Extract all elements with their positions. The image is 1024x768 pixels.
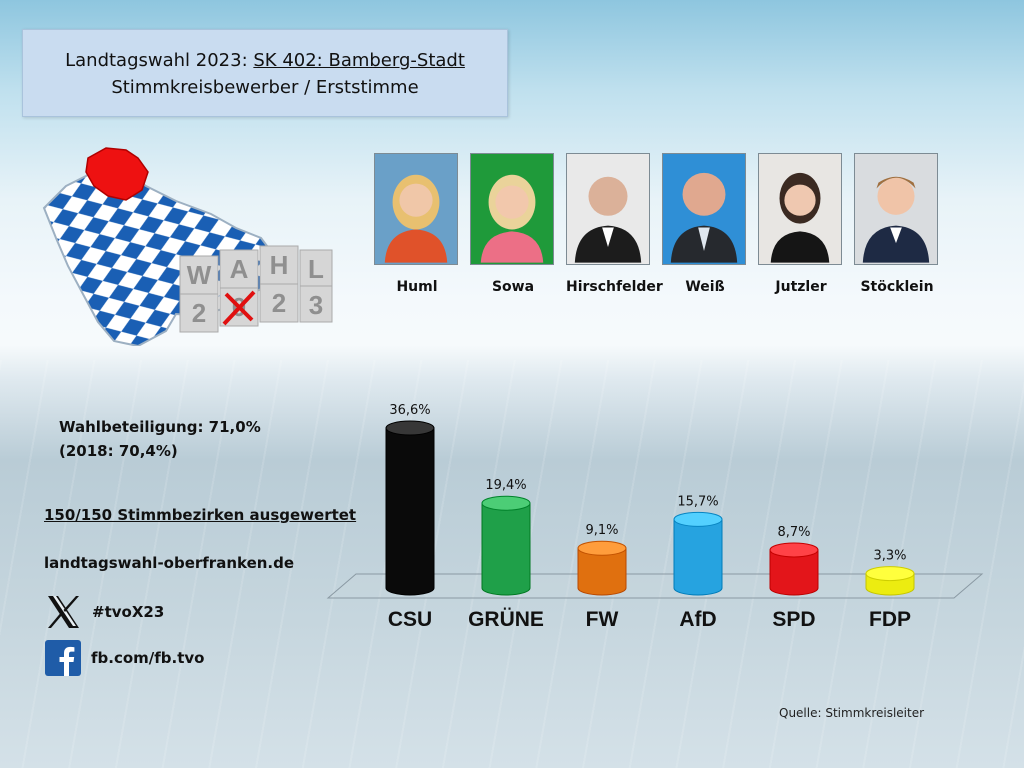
category-label: FW: [586, 608, 619, 631]
hashtag-text: #tvoX23: [92, 603, 165, 621]
svg-text:3: 3: [309, 290, 323, 320]
bar-cap-fdp: [865, 566, 915, 582]
bar-cap-fw: [577, 540, 627, 556]
category-label: GRÜNE: [468, 608, 544, 631]
bar-grüne: [481, 502, 531, 596]
category-label: FDP: [869, 608, 911, 631]
candidate-photo: [470, 153, 554, 265]
title-box: Landtagswahl 2023: SK 402: Bamberg-Stadt…: [22, 29, 508, 117]
candidate-photo: [566, 153, 650, 265]
candidate-photo: [662, 153, 746, 265]
bar-afd: [673, 518, 723, 596]
data-label: 19,4%: [485, 478, 526, 493]
candidate-photo: [854, 153, 938, 265]
svg-text:A: A: [230, 254, 249, 284]
candidate-name: Hirschfelder: [566, 279, 663, 295]
candidate-weiss: Weiß: [662, 153, 748, 295]
bavaria-map-logo: W A H L 2 0 2 3: [26, 146, 336, 348]
facebook-icon: [45, 640, 81, 676]
title-line-2: Stimmkreisbewerber / Erststimme: [111, 77, 419, 98]
data-label: 36,6%: [389, 403, 430, 418]
bar-cap-spd: [769, 542, 819, 558]
bar-cap-grüne: [481, 495, 531, 511]
title-line-1: Landtagswahl 2023: SK 402: Bamberg-Stadt: [23, 47, 507, 74]
bar-spd: [769, 549, 819, 596]
candidate-photo: [758, 153, 842, 265]
website-link[interactable]: landtagswahl-oberfranken.de: [44, 554, 295, 572]
category-label: AfD: [679, 608, 716, 631]
data-label: 3,3%: [873, 549, 906, 564]
facebook-link-text: fb.com/fb.tvo: [91, 649, 205, 667]
category-label: SPD: [772, 608, 815, 631]
candidate-name: Huml: [396, 279, 438, 295]
title-district-link[interactable]: SK 402: Bamberg-Stadt: [253, 50, 465, 71]
bavaria-map-icon: W A H L 2 0 2 3: [42, 147, 333, 348]
data-label: 15,7%: [677, 494, 718, 509]
person-icon: [384, 174, 448, 263]
bar-cap-afd: [673, 511, 723, 527]
person-icon: [670, 172, 738, 263]
bar-csu: [385, 427, 435, 596]
candidate-huml: Huml: [374, 153, 460, 295]
x-social-row[interactable]: #tvoX23: [44, 593, 164, 631]
candidate-sowa: Sowa: [470, 153, 556, 295]
category-label: CSU: [388, 608, 432, 631]
person-icon: [480, 174, 544, 263]
candidate-hirschfelder: Hirschfelder: [566, 153, 663, 295]
turnout-text: Wahlbeteiligung: 71,0%: [59, 418, 261, 436]
candidate-name: Jutzler: [775, 279, 827, 295]
turnout-previous-text: (2018: 70,4%): [59, 442, 178, 460]
svg-text:2: 2: [272, 288, 286, 318]
x-logo-icon: [48, 596, 79, 628]
data-label: 8,7%: [777, 525, 810, 540]
svg-text:H: H: [270, 250, 289, 280]
person-icon: [574, 176, 642, 263]
person-icon: [770, 172, 830, 263]
counted-precincts-text: 150/150 Stimmbezirken ausgewertet: [44, 506, 357, 524]
bar-cap-csu: [385, 420, 435, 436]
svg-text:L: L: [308, 254, 324, 284]
candidate-stoecklein: Stöcklein: [854, 153, 940, 295]
facebook-row[interactable]: fb.com/fb.tvo: [45, 640, 204, 676]
candidate-photo: [374, 153, 458, 265]
data-label: 9,1%: [585, 523, 618, 538]
person-icon: [862, 176, 930, 263]
chart-bars: 36,6% CSU 19,4% GRÜNE 9,1% FW 15,7% AfD 8,7% SPD 3…: [385, 403, 915, 631]
svg-text:W: W: [187, 260, 212, 290]
wahl-2023-dice-icon: W A H L 2 0 2 3: [179, 245, 333, 333]
candidate-jutzler: Jutzler: [758, 153, 844, 295]
svg-text:2: 2: [192, 298, 206, 328]
district-highlight-icon: [85, 147, 149, 201]
results-bar-chart: 36,6% CSU 19,4% GRÜNE 9,1% FW 15,7% AfD 8,7% SPD 3…: [326, 403, 984, 631]
candidate-name: Sowa: [491, 279, 535, 295]
source-note: Quelle: Stimmkreisleiter: [779, 706, 925, 720]
candidate-name: Stöcklein: [860, 279, 934, 295]
title-prefix: Landtagswahl 2023:: [65, 50, 254, 71]
candidate-name: Weiß: [685, 279, 725, 295]
bar-fw: [577, 547, 627, 596]
